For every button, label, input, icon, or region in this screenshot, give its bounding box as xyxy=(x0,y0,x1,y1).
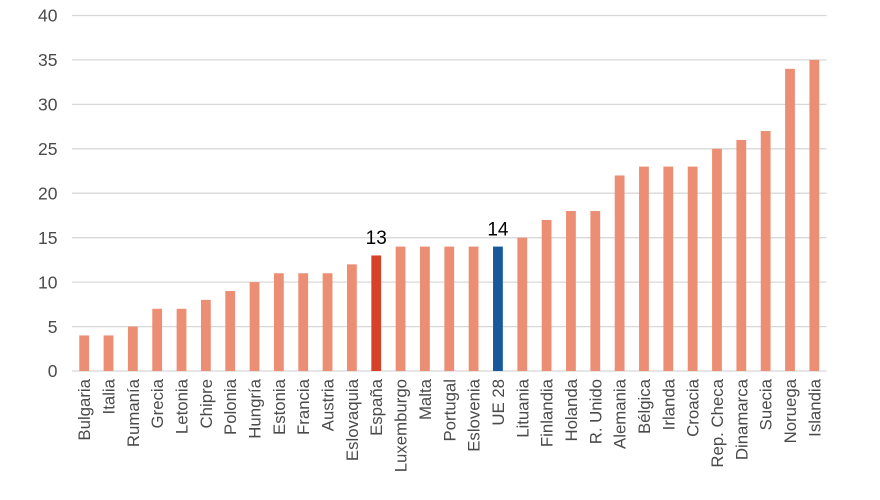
svg-text:Hungría: Hungría xyxy=(246,378,265,438)
svg-text:Bélgica: Bélgica xyxy=(635,378,654,434)
svg-text:Rumanía: Rumanía xyxy=(124,378,143,447)
svg-text:Estonia: Estonia xyxy=(270,378,289,435)
svg-text:Malta: Malta xyxy=(416,378,435,420)
svg-text:España: España xyxy=(367,378,386,436)
svg-text:Suecia: Suecia xyxy=(757,378,776,430)
svg-text:40: 40 xyxy=(38,6,58,26)
svg-text:Noruega: Noruega xyxy=(781,378,800,443)
svg-text:Luxemburgo: Luxemburgo xyxy=(392,379,411,472)
svg-text:Finlandia: Finlandia xyxy=(538,378,557,447)
svg-text:10: 10 xyxy=(38,272,58,292)
svg-text:14: 14 xyxy=(487,219,509,240)
svg-text:Letonia: Letonia xyxy=(173,378,192,434)
svg-text:Portugal: Portugal xyxy=(440,379,459,442)
svg-text:0: 0 xyxy=(48,361,58,381)
svg-text:Holanda: Holanda xyxy=(562,378,581,441)
svg-text:13: 13 xyxy=(366,228,387,249)
svg-text:Dinamarca: Dinamarca xyxy=(732,378,751,460)
svg-text:Irlanda: Irlanda xyxy=(659,378,678,430)
svg-text:35: 35 xyxy=(38,50,57,70)
svg-text:Croacia: Croacia xyxy=(684,378,703,436)
svg-text:Lituania: Lituania xyxy=(513,378,532,437)
svg-text:UE 28: UE 28 xyxy=(489,379,508,426)
svg-text:Eslovenia: Eslovenia xyxy=(465,378,484,451)
svg-text:Alemania: Alemania xyxy=(611,378,630,449)
svg-text:Polonia: Polonia xyxy=(221,378,240,435)
svg-text:Austria: Austria xyxy=(319,378,338,431)
svg-text:Italia: Italia xyxy=(100,378,119,414)
svg-text:R. Unido: R. Unido xyxy=(586,379,605,444)
svg-text:20: 20 xyxy=(38,183,58,203)
svg-text:25: 25 xyxy=(38,139,57,159)
svg-text:5: 5 xyxy=(48,317,58,337)
svg-text:30: 30 xyxy=(38,95,58,115)
svg-text:Rep. Checa: Rep. Checa xyxy=(708,378,727,467)
svg-text:Chipre: Chipre xyxy=(197,379,216,428)
svg-text:Eslovaquia: Eslovaquia xyxy=(343,378,362,461)
svg-text:Islandia: Islandia xyxy=(805,378,824,437)
svg-text:Bulgaria: Bulgaria xyxy=(75,378,94,440)
svg-text:Grecia: Grecia xyxy=(148,378,167,428)
svg-text:15: 15 xyxy=(38,228,57,248)
svg-text:Francia: Francia xyxy=(294,378,313,435)
